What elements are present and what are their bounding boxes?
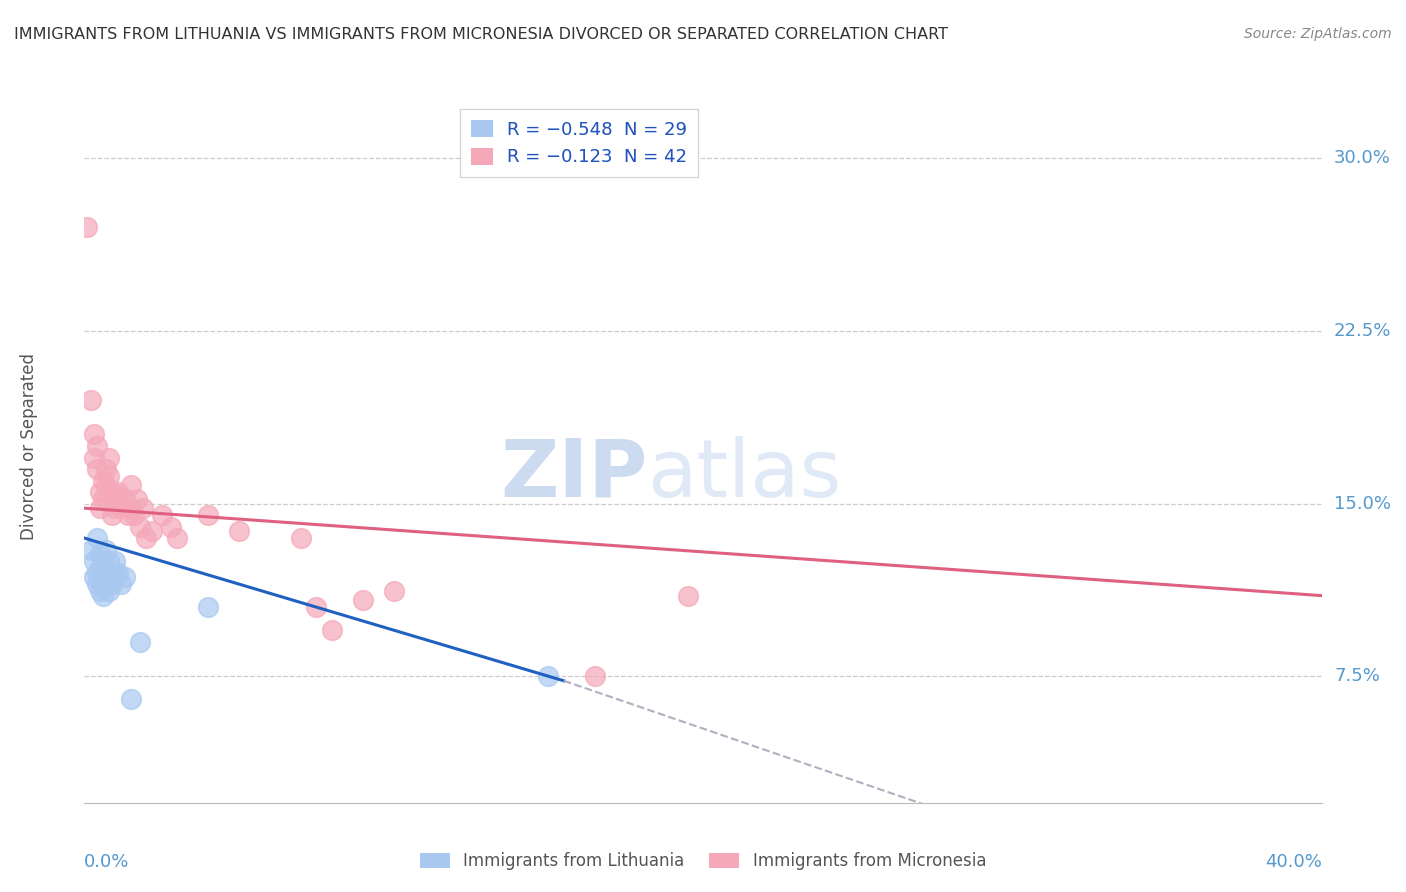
Point (150, 508, 173, 522)
Point (98, 450, 121, 465)
Point (83, 570, 105, 584)
Point (583, 669, 606, 683)
Text: 15.0%: 15.0% (1334, 494, 1391, 513)
Text: IMMIGRANTS FROM LITHUANIA VS IMMIGRANTS FROM MICRONESIA DIVORCED OR SEPARATED CO: IMMIGRANTS FROM LITHUANIA VS IMMIGRANTS … (14, 27, 948, 42)
Point (91, 474, 114, 488)
Point (110, 501, 132, 516)
Point (89, 561, 111, 575)
Point (120, 692, 142, 706)
Point (101, 485, 124, 500)
Text: Divorced or Separated: Divorced or Separated (20, 352, 38, 540)
Point (305, 600, 328, 615)
Text: 22.5%: 22.5% (1334, 322, 1392, 340)
Text: 30.0%: 30.0% (1334, 149, 1391, 168)
Point (91, 491, 114, 506)
Point (382, 584, 405, 599)
Point (94, 542, 117, 557)
Point (86, 577, 108, 591)
Point (290, 531, 312, 545)
Point (89, 547, 111, 561)
Point (114, 491, 136, 506)
Point (89, 584, 111, 599)
Text: atlas: atlas (647, 435, 842, 514)
Point (122, 508, 145, 522)
Point (101, 566, 124, 580)
Text: 0.0%: 0.0% (84, 853, 129, 871)
Point (676, 589, 699, 603)
Point (120, 501, 142, 516)
Point (76, 220, 98, 235)
Point (104, 554, 127, 568)
Point (83, 554, 105, 568)
Point (101, 577, 124, 591)
Text: 40.0%: 40.0% (1265, 853, 1322, 871)
Point (129, 519, 152, 533)
Point (352, 593, 374, 607)
Point (132, 501, 155, 516)
Point (125, 491, 148, 506)
Point (104, 501, 127, 516)
Point (83, 427, 105, 442)
Point (79, 542, 101, 557)
Text: 7.5%: 7.5% (1334, 667, 1379, 685)
Point (114, 570, 136, 584)
Point (86, 566, 108, 580)
Point (104, 491, 127, 506)
Point (104, 570, 127, 584)
Point (94, 478, 117, 492)
Point (107, 485, 129, 500)
Point (98, 554, 121, 568)
Point (101, 508, 124, 522)
Point (98, 469, 121, 483)
Point (91, 589, 114, 603)
Point (321, 623, 343, 637)
Point (135, 531, 157, 545)
Text: ZIP: ZIP (501, 435, 647, 514)
Point (94, 462, 117, 476)
Point (94, 570, 117, 584)
Point (91, 554, 114, 568)
Point (89, 501, 111, 516)
Point (91, 577, 114, 591)
Point (86, 439, 108, 453)
Point (197, 508, 219, 522)
Point (537, 669, 560, 683)
Point (86, 531, 108, 545)
Point (107, 566, 129, 580)
Text: Source: ZipAtlas.com: Source: ZipAtlas.com (1244, 27, 1392, 41)
Point (91, 566, 114, 580)
Point (110, 577, 132, 591)
Point (160, 519, 183, 533)
Point (89, 570, 111, 584)
Point (120, 478, 142, 492)
Point (83, 450, 105, 465)
Point (98, 584, 121, 599)
Point (129, 634, 152, 648)
Point (79, 392, 101, 407)
Legend: R = −0.548  N = 29, R = −0.123  N = 42: R = −0.548 N = 29, R = −0.123 N = 42 (460, 109, 699, 178)
Point (141, 524, 163, 538)
Point (197, 600, 219, 615)
Point (228, 524, 250, 538)
Point (89, 485, 111, 500)
Point (166, 531, 188, 545)
Point (86, 462, 108, 476)
Point (117, 508, 139, 522)
